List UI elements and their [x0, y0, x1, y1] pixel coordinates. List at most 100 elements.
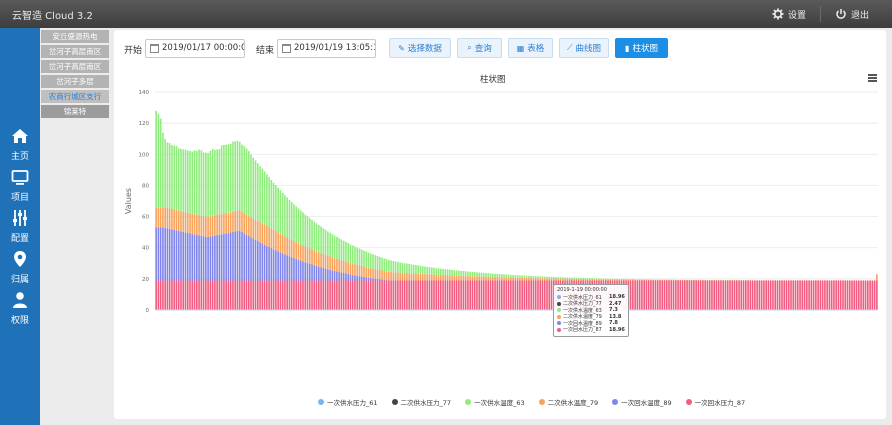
bar-segment[interactable] [442, 280, 444, 310]
bar-segment[interactable] [322, 280, 325, 310]
bar-segment[interactable] [270, 179, 273, 229]
bar-segment[interactable] [281, 235, 284, 254]
bar-segment[interactable] [674, 280, 677, 310]
bar-segment[interactable] [523, 275, 526, 278]
bar-segment[interactable] [320, 226, 322, 254]
bar-segment[interactable] [532, 276, 535, 279]
bar-segment[interactable] [824, 280, 826, 310]
bar-segment[interactable] [469, 280, 471, 310]
bar-segment[interactable] [214, 235, 216, 281]
bar-segment[interactable] [580, 277, 582, 279]
bar-segment[interactable] [611, 278, 614, 280]
bar-segment[interactable] [428, 274, 431, 281]
bar-segment[interactable] [421, 266, 424, 274]
bar-segment[interactable] [254, 280, 257, 310]
bar-segment[interactable] [275, 280, 277, 310]
bar-segment[interactable] [225, 213, 227, 234]
bar-segment[interactable] [349, 263, 352, 275]
bar-segment[interactable] [195, 235, 198, 281]
bar-segment[interactable] [491, 276, 494, 281]
bar-segment[interactable] [250, 154, 252, 217]
bar-segment[interactable] [284, 195, 286, 237]
bar-segment[interactable] [494, 273, 496, 278]
bar-segment[interactable] [308, 280, 311, 310]
bar-segment[interactable] [848, 280, 851, 310]
bar-segment[interactable] [426, 280, 429, 310]
bar-segment[interactable] [266, 245, 268, 281]
bar-segment[interactable] [162, 280, 164, 310]
bar-segment[interactable] [625, 278, 627, 280]
bar-segment[interactable] [216, 280, 218, 310]
bar-segment[interactable] [602, 278, 605, 280]
bar-segment[interactable] [496, 280, 499, 310]
bar-segment[interactable] [451, 269, 453, 276]
bar-segment[interactable] [765, 280, 767, 310]
bar-segment[interactable] [216, 235, 218, 281]
bar-segment[interactable] [480, 276, 483, 281]
bar-segment[interactable] [623, 279, 625, 281]
bar-segment[interactable] [672, 280, 675, 310]
bar-segment[interactable] [392, 261, 395, 273]
bar-segment[interactable] [358, 265, 361, 277]
bar-segment[interactable] [331, 234, 334, 258]
bar-segment[interactable] [507, 274, 510, 278]
bar-segment[interactable] [166, 280, 169, 310]
bar-segment[interactable] [313, 221, 316, 251]
bar-segment[interactable] [406, 263, 408, 274]
bar-segment[interactable] [155, 280, 157, 310]
bar-segment[interactable] [193, 214, 196, 235]
bar-segment[interactable] [356, 264, 359, 276]
bar-segment[interactable] [195, 280, 198, 310]
bar-segment[interactable] [336, 271, 338, 281]
bar-segment[interactable] [180, 231, 182, 281]
bar-segment[interactable] [180, 148, 182, 212]
bar-segment[interactable] [656, 279, 659, 281]
bar-segment[interactable] [209, 236, 212, 281]
bar-segment[interactable] [157, 113, 160, 208]
bar-segment[interactable] [776, 280, 779, 310]
bar-segment[interactable] [209, 280, 212, 310]
bar-segment[interactable] [205, 280, 207, 310]
bar-segment[interactable] [245, 234, 248, 281]
bar-segment[interactable] [803, 280, 806, 310]
site-item[interactable]: 岔河子高层南区 [41, 60, 109, 73]
bar-segment[interactable] [444, 280, 447, 310]
bar-segment[interactable] [607, 279, 609, 281]
bar-segment[interactable] [806, 280, 808, 310]
bar-segment[interactable] [180, 280, 182, 310]
bar-segment[interactable] [175, 146, 178, 210]
bar-segment[interactable] [394, 280, 397, 310]
bar-segment[interactable] [232, 232, 234, 281]
bar-segment[interactable] [767, 280, 770, 310]
bar-segment[interactable] [376, 256, 379, 270]
bar-segment[interactable] [243, 233, 246, 281]
bar-segment[interactable] [862, 280, 865, 310]
bar-segment[interactable] [471, 276, 474, 281]
bar-segment[interactable] [754, 280, 756, 310]
bar-segment[interactable] [537, 278, 539, 281]
bar-segment[interactable] [473, 276, 476, 281]
bar-segment[interactable] [166, 228, 169, 281]
bar-segment[interactable] [279, 252, 282, 281]
bar-segment[interactable] [227, 212, 230, 233]
bar-segment[interactable] [342, 261, 345, 273]
bar-segment[interactable] [372, 280, 374, 310]
bar-segment[interactable] [460, 270, 462, 276]
bar-segment[interactable] [313, 280, 316, 310]
bar-segment[interactable] [284, 254, 286, 281]
bar-segment[interactable] [638, 280, 641, 310]
bar-segment[interactable] [247, 215, 250, 236]
bar-segment[interactable] [358, 276, 361, 281]
bar-segment[interactable] [378, 256, 381, 271]
bar-segment[interactable] [295, 258, 298, 281]
bar-segment[interactable] [261, 223, 264, 244]
bar-segment[interactable] [480, 272, 483, 277]
bar-segment[interactable] [345, 261, 347, 274]
nav-config[interactable]: 配置 [0, 206, 40, 246]
bar-segment[interactable] [643, 280, 645, 310]
bar-segment[interactable] [236, 231, 239, 281]
bar-segment[interactable] [496, 277, 499, 281]
bar-segment[interactable] [726, 280, 729, 310]
bar-segment[interactable] [256, 280, 259, 310]
bar-segment[interactable] [259, 166, 261, 223]
